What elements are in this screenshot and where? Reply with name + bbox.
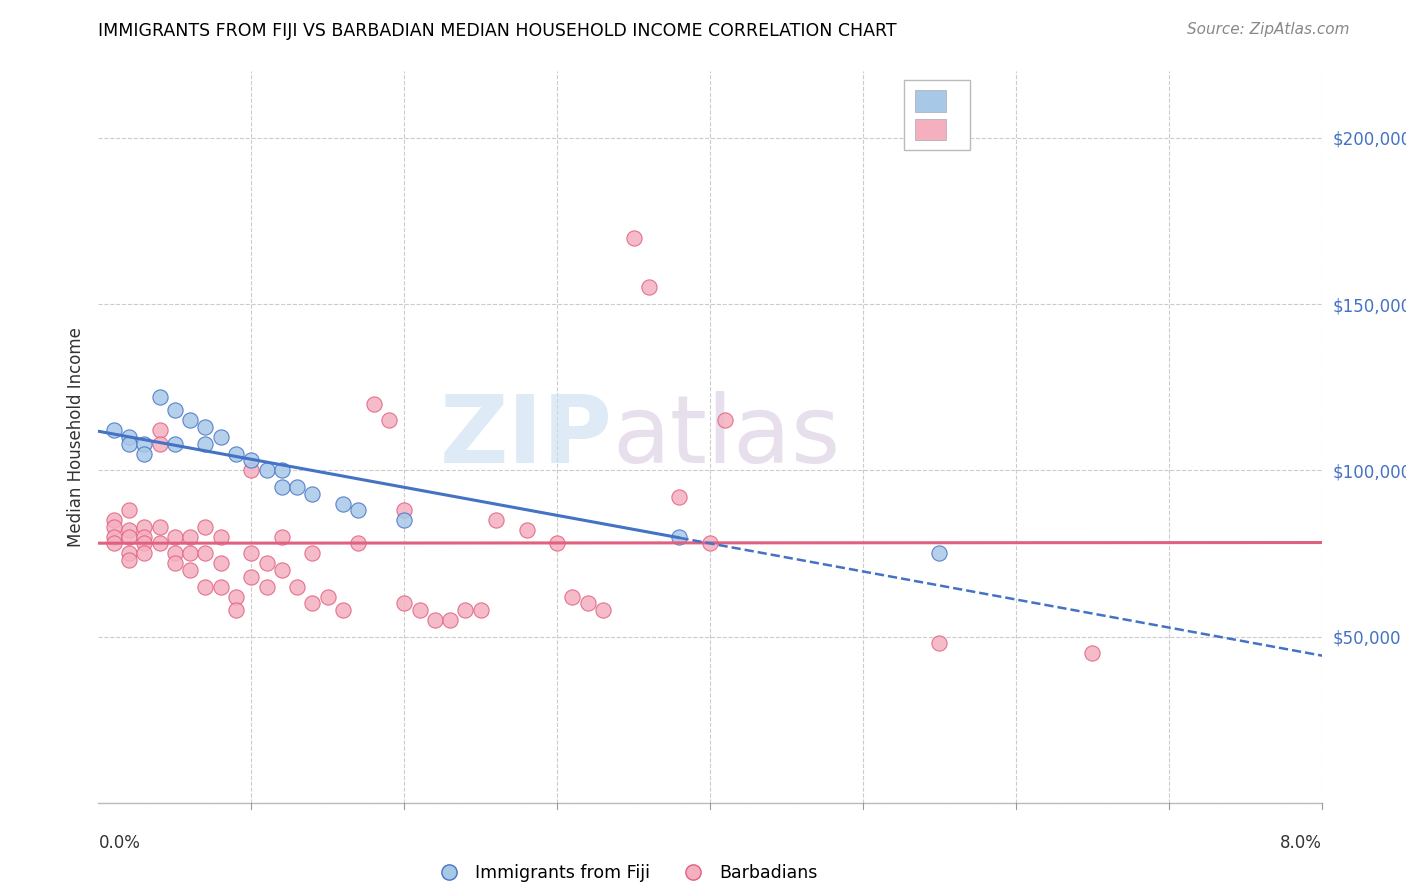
Point [392, 503, 416, 517]
Point [118, 553, 141, 567]
Point [332, 497, 354, 511]
Point [454, 603, 477, 617]
Point [103, 520, 125, 534]
Point [668, 490, 690, 504]
Point [347, 536, 370, 550]
Point [103, 536, 125, 550]
Point [149, 424, 172, 438]
Point [209, 430, 232, 444]
Point [118, 430, 141, 444]
Point [149, 520, 172, 534]
Point [225, 447, 247, 461]
Point [134, 520, 156, 534]
Point [928, 546, 950, 560]
Point [179, 413, 201, 427]
Point [240, 546, 263, 560]
Point [225, 590, 247, 604]
Point [270, 463, 294, 477]
Point [561, 590, 583, 604]
Legend: Immigrants from Fiji, Barbadians: Immigrants from Fiji, Barbadians [425, 857, 824, 889]
Point [149, 390, 172, 404]
Point [118, 530, 141, 544]
Point [225, 603, 247, 617]
Point [301, 486, 323, 500]
Point [301, 596, 323, 610]
Point [209, 557, 232, 571]
Point [163, 546, 186, 560]
Point [179, 546, 201, 560]
Point [592, 603, 614, 617]
Point [714, 413, 737, 427]
Point [103, 424, 125, 438]
Point [209, 580, 232, 594]
Point [285, 580, 308, 594]
Text: 0.0%: 0.0% [98, 834, 141, 852]
Text: Source: ZipAtlas.com: Source: ZipAtlas.com [1187, 22, 1350, 37]
Point [668, 530, 690, 544]
Point [118, 523, 141, 537]
Text: IMMIGRANTS FROM FIJI VS BARBADIAN MEDIAN HOUSEHOLD INCOME CORRELATION CHART: IMMIGRANTS FROM FIJI VS BARBADIAN MEDIAN… [98, 22, 897, 40]
Point [470, 603, 492, 617]
Point [103, 513, 125, 527]
Point [256, 463, 278, 477]
Point [134, 536, 156, 550]
Point [546, 536, 568, 550]
Point [347, 503, 370, 517]
Point [392, 513, 416, 527]
Point [378, 413, 401, 427]
Point [194, 580, 217, 594]
Point [163, 557, 186, 571]
Point [637, 280, 661, 294]
Point [118, 546, 141, 560]
Point [423, 613, 446, 627]
Point [699, 536, 721, 550]
Point [256, 557, 278, 571]
Point [134, 447, 156, 461]
Point [163, 530, 186, 544]
Point [118, 436, 141, 450]
Point [163, 403, 186, 417]
Point [194, 436, 217, 450]
Point [316, 590, 339, 604]
Point [179, 530, 201, 544]
Point [408, 603, 430, 617]
Point [1081, 646, 1104, 660]
Point [439, 613, 461, 627]
Text: 8.0%: 8.0% [1279, 834, 1322, 852]
Point [270, 480, 294, 494]
Point [209, 530, 232, 544]
Point [928, 636, 950, 650]
Point [363, 397, 385, 411]
Point [256, 580, 278, 594]
Point [623, 230, 645, 244]
Point [270, 563, 294, 577]
Text: ZIP: ZIP [439, 391, 612, 483]
Point [149, 436, 172, 450]
Text: atlas: atlas [612, 391, 841, 483]
Point [118, 503, 141, 517]
Point [134, 546, 156, 560]
Point [270, 530, 294, 544]
Point [392, 596, 416, 610]
Point [134, 436, 156, 450]
Point [516, 523, 538, 537]
Point [194, 420, 217, 434]
Point [301, 546, 323, 560]
Point [576, 596, 599, 610]
Point [194, 546, 217, 560]
Point [134, 530, 156, 544]
Point [163, 436, 186, 450]
Point [485, 513, 508, 527]
Point [332, 603, 354, 617]
Point [240, 463, 263, 477]
Point [103, 530, 125, 544]
Y-axis label: Median Household Income: Median Household Income [66, 327, 84, 547]
Point [285, 480, 308, 494]
Point [194, 520, 217, 534]
Point [240, 453, 263, 467]
Point [179, 563, 201, 577]
Point [149, 536, 172, 550]
Point [240, 570, 263, 584]
